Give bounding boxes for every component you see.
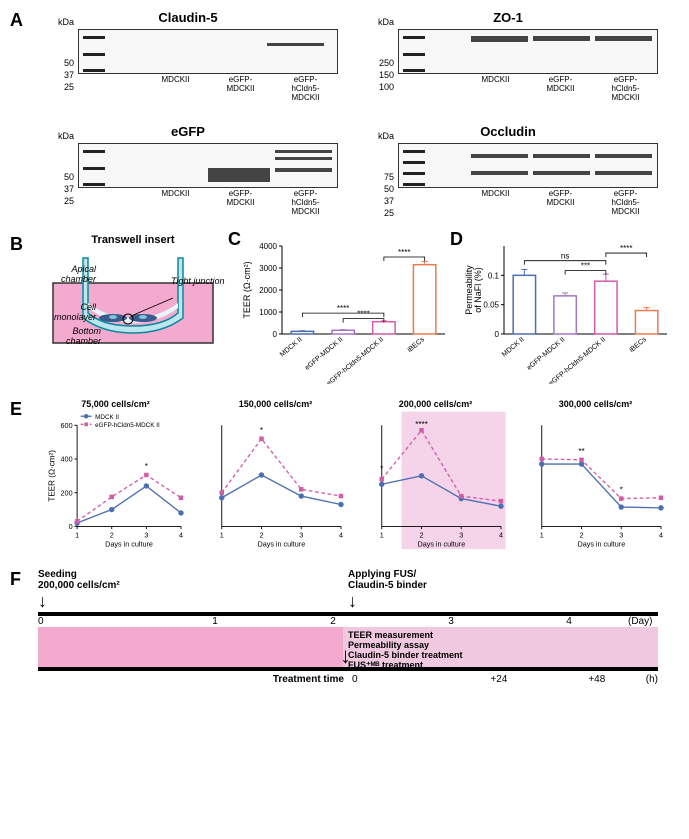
tw-bottom-label: Bottom chamber — [36, 326, 101, 346]
svg-text:****: **** — [357, 309, 369, 318]
transwell-diagram: Transwell insert Apical chamber Cell mon… — [38, 234, 228, 361]
svg-text:MDCK II: MDCK II — [95, 414, 119, 421]
panel-f-label: F — [10, 569, 21, 590]
svg-text:0: 0 — [69, 522, 73, 531]
transwell-title: Transwell insert — [38, 234, 228, 246]
svg-text:200: 200 — [61, 488, 73, 497]
blot-claudin-5: Claudin-5 kDa503725 eGFP-Claudin-5 MDCKI… — [38, 10, 338, 104]
svg-text:1: 1 — [380, 530, 384, 539]
svg-text:2: 2 — [259, 530, 263, 539]
blot-zo-1: ZO-1 kDa250150100 ZO-1 MDCKIIeGFP-MDCKII… — [358, 10, 658, 104]
svg-text:Days in culture: Days in culture — [577, 539, 625, 548]
svg-text:1: 1 — [75, 530, 79, 539]
svg-text:Days in culture: Days in culture — [417, 539, 465, 548]
teer-linechart-2: 200,000 cells/cm²1234Days in culture****… — [358, 399, 513, 554]
svg-text:*: * — [380, 464, 384, 473]
tw-cell-label: Cell monolayer — [36, 302, 96, 322]
svg-text:****: **** — [620, 244, 632, 253]
svg-text:0.05: 0.05 — [483, 300, 499, 309]
panel-b-label: B — [10, 234, 23, 255]
svg-text:4: 4 — [339, 530, 343, 539]
svg-text:1000: 1000 — [259, 308, 277, 317]
svg-text:2: 2 — [110, 530, 114, 539]
svg-text:Days in culture: Days in culture — [257, 539, 305, 548]
svg-text:1: 1 — [220, 530, 224, 539]
teer-linechart-1: 150,000 cells/cm²1234Days in culture* — [198, 399, 353, 554]
tw-apical-label: Apical chamber — [36, 264, 96, 284]
svg-text:2000: 2000 — [259, 286, 277, 295]
svg-text:MDCK II: MDCK II — [279, 336, 304, 358]
panel-f: F Seeding200,000 cells/cm²↓ Applying FUS… — [10, 569, 679, 685]
svg-text:**: ** — [578, 447, 585, 456]
permeability-barchart: 00.050.1Permeabilityof NaFl (%)MDCK IIeG… — [462, 234, 672, 384]
panel-bcd: B Transwell insert Apical chamber Cell m… — [10, 234, 679, 384]
svg-text:iBECs: iBECs — [407, 336, 427, 354]
svg-text:*: * — [260, 426, 264, 435]
svg-text:0: 0 — [273, 330, 278, 339]
panel-a: A Claudin-5 kDa503725 eGFP-Claudin-5 MDC… — [10, 10, 679, 219]
svg-text:1: 1 — [540, 530, 544, 539]
svg-text:3000: 3000 — [259, 264, 277, 273]
svg-text:***: *** — [581, 261, 590, 270]
svg-text:2: 2 — [579, 530, 583, 539]
tw-tj-label: Tight junction — [171, 276, 233, 286]
svg-text:3: 3 — [144, 530, 148, 539]
svg-text:MDCK II: MDCK II — [501, 336, 526, 358]
svg-text:ns: ns — [561, 251, 569, 260]
svg-text:3: 3 — [459, 530, 463, 539]
svg-text:3: 3 — [619, 530, 623, 539]
panel-e: E 75,000 cells/cm²0200400600TEER (Ω·cm²)… — [10, 399, 679, 554]
teer-linechart-0: 75,000 cells/cm²0200400600TEER (Ω·cm²)12… — [38, 399, 193, 554]
svg-text:4: 4 — [659, 530, 663, 539]
panel-e-label: E — [10, 399, 22, 420]
panel-a-label: A — [10, 10, 23, 31]
svg-text:eGFP-hCldn5-MDCK II: eGFP-hCldn5-MDCK II — [95, 422, 160, 429]
teer-linechart-3: 300,000 cells/cm²1234Days in culture*** — [518, 399, 673, 554]
blot-egfp: eGFP kDa503725 eGFP-Claudin-5 MDCKIIeGFP… — [38, 124, 338, 218]
svg-text:Days in culture: Days in culture — [105, 539, 153, 548]
svg-text:eGFP-MDCK II: eGFP-MDCK II — [304, 336, 345, 372]
svg-text:0.1: 0.1 — [488, 271, 500, 280]
svg-text:TEER (Ω·cm²): TEER (Ω·cm²) — [48, 450, 57, 502]
svg-text:2: 2 — [419, 530, 423, 539]
svg-text:0: 0 — [495, 330, 500, 339]
svg-text:****: **** — [415, 420, 428, 429]
svg-text:3: 3 — [299, 530, 303, 539]
svg-text:*: * — [145, 462, 149, 471]
svg-text:*: * — [620, 485, 624, 494]
svg-text:iBECs: iBECs — [629, 336, 649, 354]
svg-text:600: 600 — [61, 421, 73, 430]
svg-text:****: **** — [398, 248, 410, 257]
svg-text:400: 400 — [61, 454, 73, 463]
svg-text:TEER (Ω·cm²): TEER (Ω·cm²) — [242, 261, 252, 318]
blot-occludin: Occludin kDa75503725 Occludin Occludin M… — [358, 124, 658, 218]
svg-text:4: 4 — [179, 530, 183, 539]
svg-text:of NaFl (%): of NaFl (%) — [473, 267, 483, 313]
svg-text:eGFP-MDCK II: eGFP-MDCK II — [526, 336, 567, 372]
teer-barchart: 0 1000 2000 3000 4000 TEER (Ω·cm²) MDCK IIeGFP… — [240, 234, 450, 384]
svg-text:4: 4 — [499, 530, 503, 539]
svg-text:4000: 4000 — [259, 242, 277, 251]
svg-text:****: **** — [337, 304, 349, 313]
